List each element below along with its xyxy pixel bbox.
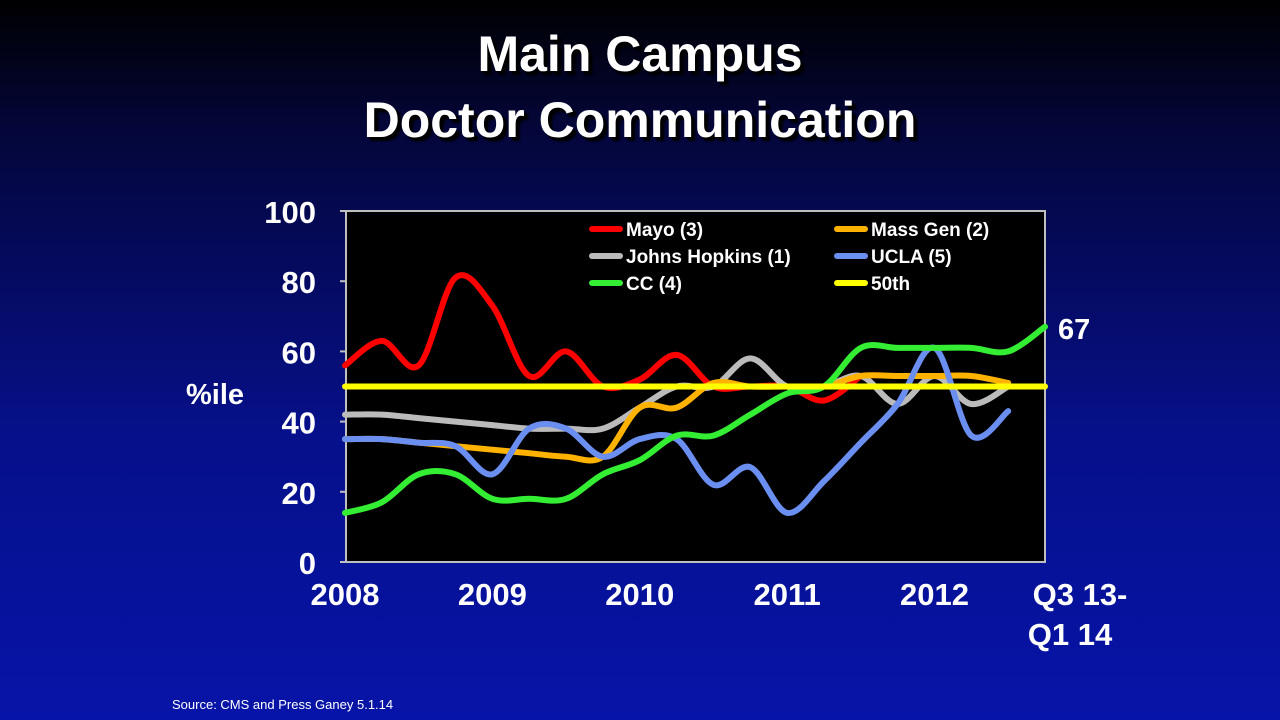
x-tick-label: 2008 (311, 577, 380, 612)
legend-label: 50th (871, 274, 910, 295)
legend-label: UCLA (5) (871, 247, 952, 268)
x-tick-label-last-line-2: Q1 14 (1028, 617, 1113, 652)
slide-title-line-2: Doctor Communication (363, 92, 917, 148)
x-tick-label: 2011 (753, 577, 820, 612)
y-axis-label: %ile (186, 379, 244, 411)
y-tick-label: 40 (282, 406, 316, 441)
legend-label: Mass Gen (2) (871, 220, 989, 241)
x-tick-label: 2009 (458, 577, 527, 612)
legend-label: Johns Hopkins (1) (626, 247, 791, 268)
y-tick-label: 80 (282, 265, 316, 300)
y-tick-label: 0 (299, 546, 316, 581)
x-tick-label: 2010 (605, 577, 674, 612)
y-tick-label: 20 (282, 476, 316, 511)
end-value-annotation: 67 (1058, 314, 1090, 346)
series-line-cc-4 (342, 323, 1048, 516)
y-tick-label: 100 (264, 195, 316, 230)
x-tick-label: 2012 (900, 577, 969, 612)
series-line-ucla-5 (342, 344, 1012, 516)
source-note: Source: CMS and Press Ganey 5.1.14 (172, 697, 394, 712)
legend-label: Mayo (3) (626, 220, 703, 241)
legend-label: CC (4) (626, 274, 682, 295)
x-tick-label-last-line-1: Q3 13- (1033, 577, 1128, 612)
y-tick-label: 60 (282, 335, 316, 370)
slide-title-line-1: Main Campus (477, 26, 803, 82)
